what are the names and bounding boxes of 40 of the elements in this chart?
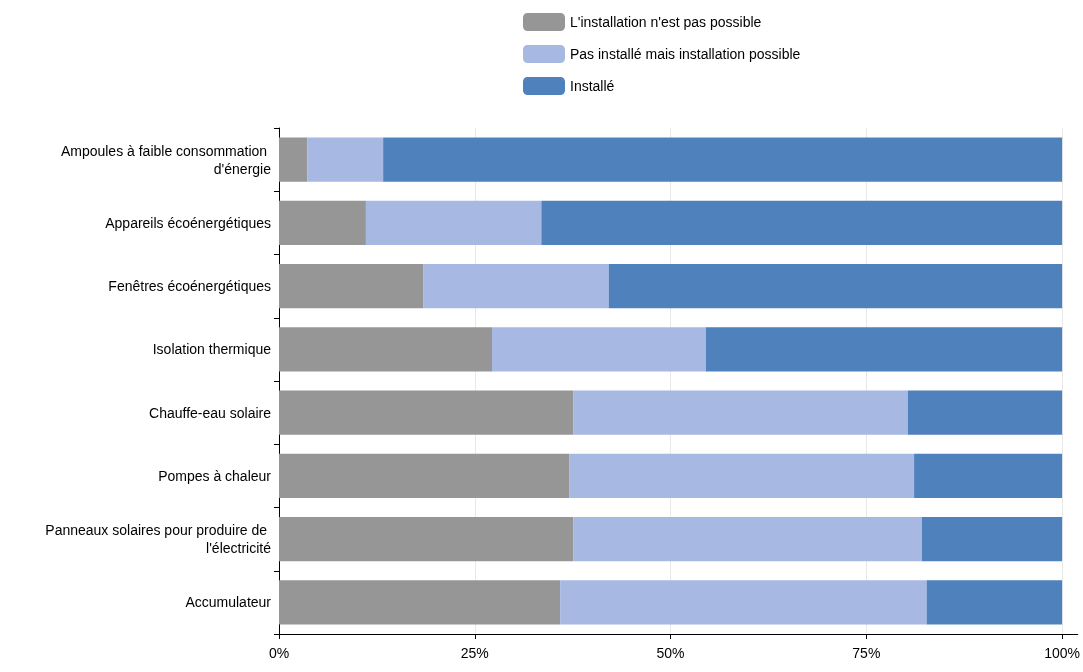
y-tick-label: Fenêtres écoénergétiques: [108, 278, 271, 295]
bar: [279, 390, 574, 435]
bar: [279, 263, 424, 309]
bar: [279, 327, 492, 372]
bar: [279, 137, 308, 182]
bar: [307, 137, 384, 182]
x-tick-label: 0%: [268, 645, 290, 661]
bar: [573, 516, 922, 562]
legend-label: L'installation n'est pas possible: [570, 14, 762, 30]
legend-label: Pas installé mais installation possible: [570, 46, 801, 62]
bar: [492, 327, 706, 372]
y-tick-label: Panneaux solaires pour produire de l'électricité: [45, 522, 272, 557]
bar: [921, 516, 1063, 562]
x-tick-label: 50%: [656, 645, 685, 661]
y-tick-label: Chauffe-eau solaire: [149, 404, 272, 421]
legend-label: Installé: [570, 78, 615, 94]
y-tick-label: Appareils écoénergétiques: [105, 214, 271, 231]
y-tick-label: Isolation thermique: [152, 341, 272, 358]
bar: [365, 200, 542, 246]
bar: [279, 200, 366, 246]
y-tick-label: Ampoules à faible consommation d'énergie: [60, 142, 272, 177]
bar: [705, 327, 1063, 372]
x-tick-label: 75%: [852, 645, 881, 661]
bar: [914, 453, 1063, 499]
bar: [907, 390, 1063, 435]
bar: [608, 263, 1063, 309]
y-tick-label: Accumulateur: [185, 594, 272, 611]
x-tick-label: 100%: [1044, 645, 1080, 661]
bar: [279, 580, 561, 625]
bar: [383, 137, 1063, 182]
bar: [573, 390, 908, 435]
x-tick-label: 25%: [460, 645, 489, 661]
bar: [569, 453, 915, 499]
bar: [279, 453, 570, 499]
bar: [279, 516, 574, 562]
bar: [926, 580, 1063, 625]
bar: [560, 580, 927, 625]
bar: [423, 263, 609, 309]
bar: [541, 200, 1063, 246]
y-tick-label: Pompes à chaleur: [158, 467, 272, 484]
